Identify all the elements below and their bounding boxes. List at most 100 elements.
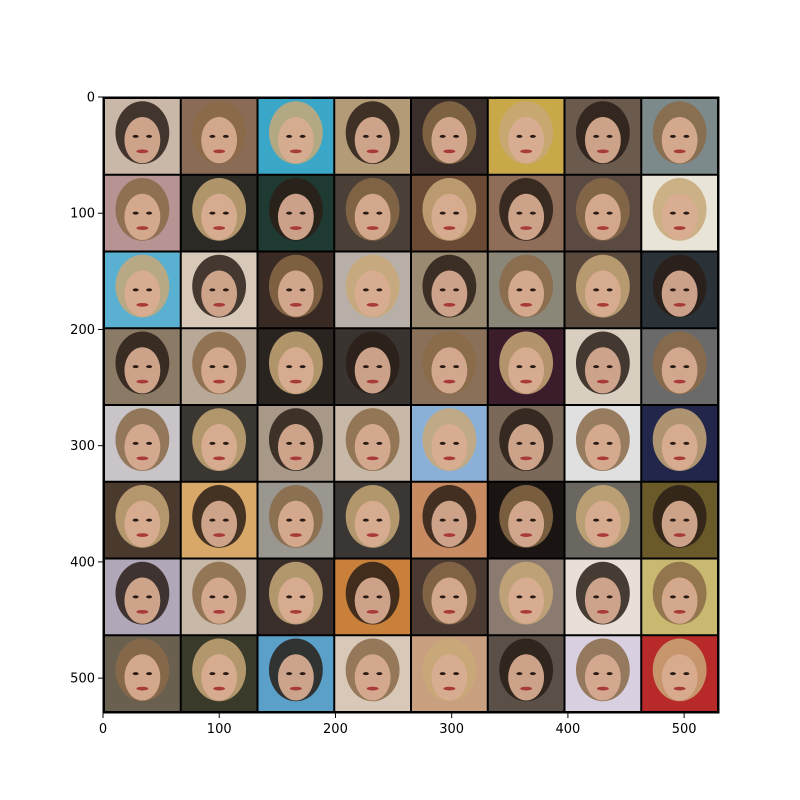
tile-mouth	[520, 533, 533, 537]
tile-mouth	[520, 609, 533, 614]
image-tile	[642, 175, 717, 251]
tile-mouth	[366, 379, 379, 384]
tile-face	[354, 577, 391, 624]
tile-eye	[209, 211, 216, 215]
tile-eye	[529, 518, 536, 522]
tile-eye	[683, 672, 690, 676]
x-tick-label: 200	[323, 722, 348, 737]
tile-eye	[669, 518, 676, 522]
tile-eye	[593, 595, 600, 599]
tile-mouth	[443, 609, 456, 614]
tile-mouth	[289, 379, 302, 384]
tile-eye	[529, 441, 536, 445]
tile-eye	[606, 595, 613, 599]
tile-face	[431, 500, 468, 548]
tile-mouth	[136, 456, 149, 461]
image-tile	[335, 482, 410, 558]
tile-mouth	[596, 149, 609, 154]
tile-eye	[439, 441, 446, 445]
axes-frame	[102, 96, 720, 714]
image-tile	[565, 406, 641, 481]
image-tile	[412, 406, 487, 481]
tile-eye	[606, 211, 613, 215]
tile-eye	[439, 672, 446, 676]
tile-face	[124, 500, 161, 548]
tile-eye	[606, 134, 613, 138]
tile-face	[508, 116, 545, 164]
tile-mouth	[366, 226, 379, 230]
tile-eye	[222, 365, 229, 369]
tile-mouth	[596, 686, 609, 691]
tile-eye	[669, 134, 676, 138]
tile-eye	[593, 211, 600, 215]
tile-face	[124, 270, 161, 317]
tile-eye	[376, 134, 383, 138]
tile-face	[277, 347, 314, 394]
image-tile	[642, 329, 717, 404]
tile-eye	[146, 134, 153, 138]
tile-eye	[529, 211, 536, 215]
image-tile	[565, 175, 641, 251]
tile-eye	[132, 365, 139, 369]
image-tile	[181, 559, 257, 635]
tile-mouth	[213, 149, 226, 154]
image-tile	[258, 99, 334, 174]
tile-eye	[376, 672, 383, 676]
x-tick-label: 300	[439, 722, 464, 737]
tile-eye	[132, 672, 139, 676]
tile-eye	[222, 134, 229, 138]
tile-eye	[669, 211, 676, 215]
tile-face	[277, 500, 314, 548]
tile-eye	[209, 288, 216, 292]
tile-eye	[516, 595, 523, 599]
tile-face	[124, 116, 161, 164]
tile-face	[661, 347, 698, 394]
tile-eye	[299, 365, 306, 369]
tile-eye	[593, 672, 600, 676]
tile-face	[201, 654, 238, 701]
tile-mouth	[289, 302, 302, 307]
tile-eye	[606, 518, 613, 522]
tile-eye	[683, 365, 690, 369]
tile-face	[354, 116, 391, 164]
tile-mouth	[213, 302, 226, 307]
tile-eye	[683, 595, 690, 599]
tile-face	[277, 423, 314, 471]
tile-mouth	[596, 609, 609, 614]
tile-face	[201, 347, 238, 394]
tile-eye	[439, 595, 446, 599]
image-tile	[258, 636, 334, 711]
image-tile	[488, 329, 564, 404]
image-tile	[181, 636, 257, 711]
tile-face	[354, 347, 391, 394]
tile-eye	[683, 441, 690, 445]
tile-face	[508, 347, 545, 394]
tile-mouth	[366, 456, 379, 461]
tile-mouth	[213, 379, 226, 384]
image-tile	[565, 99, 641, 174]
image-tile	[105, 406, 180, 481]
tile-mouth	[289, 456, 302, 461]
tile-eye	[453, 518, 460, 522]
tile-eye	[529, 134, 536, 138]
y-tick-label: 300	[70, 439, 95, 454]
tile-mouth	[673, 226, 686, 230]
tile-face	[277, 654, 314, 701]
tile-face	[124, 423, 161, 471]
image-tile	[642, 482, 717, 558]
tile-face	[584, 577, 621, 624]
image-tile	[258, 175, 334, 251]
tile-mouth	[443, 149, 456, 154]
image-tile	[258, 406, 334, 481]
image-tile	[488, 636, 564, 711]
tile-eye	[286, 672, 293, 676]
tile-eye	[222, 595, 229, 599]
tile-eye	[146, 211, 153, 215]
tile-eye	[453, 441, 460, 445]
tile-mouth	[596, 379, 609, 384]
image-tile	[565, 559, 641, 635]
tile-eye	[439, 518, 446, 522]
image-tile	[105, 636, 180, 711]
tile-eye	[146, 288, 153, 292]
tile-eye	[286, 288, 293, 292]
